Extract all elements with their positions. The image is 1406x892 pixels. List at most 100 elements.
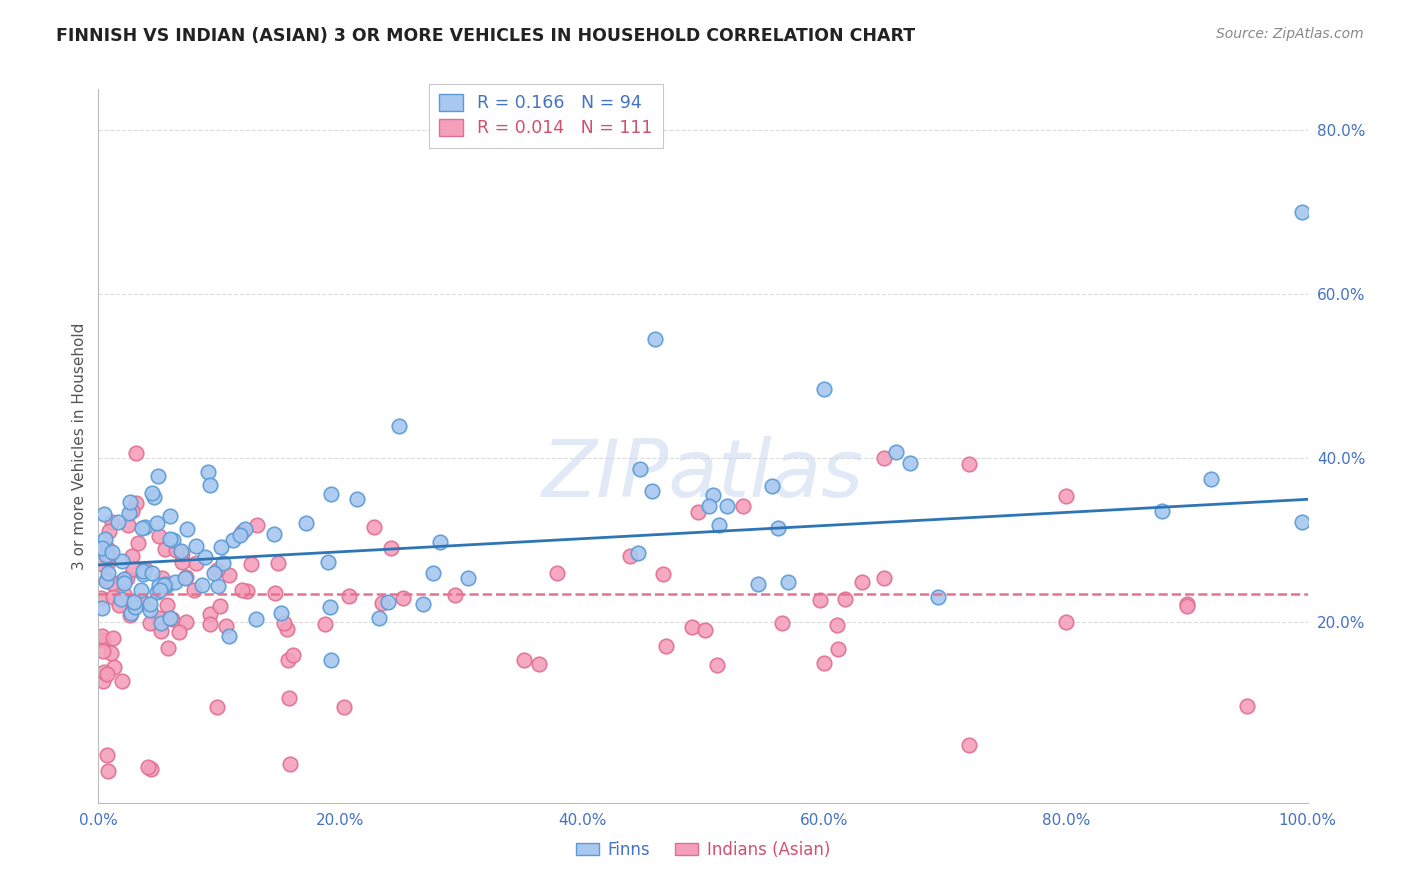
- Point: [91, 558, 114, 572]
- Point: [693, 623, 716, 637]
- Point: [626, 546, 648, 560]
- Point: [159, 610, 181, 624]
- Point: [145, 585, 167, 599]
- Point: [218, 568, 240, 582]
- Point: [176, 615, 198, 629]
- Point: [93, 673, 115, 688]
- Point: [388, 419, 411, 434]
- Point: [873, 571, 896, 585]
- Point: [644, 332, 666, 346]
- Point: [148, 611, 170, 625]
- Point: [884, 445, 907, 459]
- Point: [332, 699, 354, 714]
- Point: [111, 554, 134, 568]
- Point: [512, 653, 534, 667]
- Point: [169, 543, 191, 558]
- Point: [156, 598, 179, 612]
- Point: [264, 586, 287, 600]
- Point: [167, 625, 190, 640]
- Text: ZIPatlas: ZIPatlas: [541, 435, 865, 514]
- Point: [112, 587, 135, 601]
- Point: [127, 536, 149, 550]
- Point: [205, 700, 228, 714]
- Point: [277, 653, 299, 667]
- Point: [111, 673, 134, 688]
- Point: [183, 583, 205, 598]
- Point: [101, 545, 124, 559]
- Point: [131, 594, 153, 608]
- Text: FINNISH VS INDIAN (ASIAN) 3 OR MORE VEHICLES IN HOUSEHOLD CORRELATION CHART: FINNISH VS INDIAN (ASIAN) 3 OR MORE VEHI…: [56, 27, 915, 45]
- Point: [346, 491, 368, 506]
- Point: [827, 642, 849, 657]
- Point: [176, 522, 198, 536]
- Point: [174, 571, 197, 585]
- Point: [121, 549, 143, 564]
- Text: Source: ZipAtlas.com: Source: ZipAtlas.com: [1216, 27, 1364, 41]
- Point: [107, 515, 129, 529]
- Point: [209, 599, 232, 614]
- Point: [709, 518, 731, 533]
- Point: [148, 529, 170, 543]
- Point: [246, 518, 269, 533]
- Point: [91, 643, 114, 657]
- Point: [211, 557, 233, 571]
- Point: [825, 618, 848, 632]
- Point: [686, 505, 709, 519]
- Point: [172, 555, 194, 569]
- Point: [155, 579, 177, 593]
- Point: [1291, 515, 1313, 529]
- Point: [150, 624, 173, 639]
- Point: [124, 600, 146, 615]
- Point: [103, 660, 125, 674]
- Point: [957, 457, 980, 471]
- Point: [412, 597, 434, 611]
- Point: [146, 468, 169, 483]
- Point: [316, 555, 339, 569]
- Point: [927, 591, 949, 605]
- Point: [233, 522, 256, 536]
- Point: [139, 762, 162, 776]
- Point: [96, 572, 118, 586]
- Point: [314, 616, 336, 631]
- Point: [91, 541, 114, 555]
- Point: [218, 629, 240, 643]
- Point: [337, 590, 360, 604]
- Point: [129, 583, 152, 598]
- Point: [143, 490, 166, 504]
- Point: [391, 591, 413, 605]
- Point: [91, 629, 114, 643]
- Point: [132, 564, 155, 578]
- Point: [93, 665, 115, 679]
- Point: [716, 499, 738, 513]
- Point: [229, 528, 252, 542]
- Point: [131, 521, 153, 535]
- Point: [215, 619, 238, 633]
- Point: [278, 691, 301, 706]
- Point: [103, 632, 125, 646]
- Point: [1175, 599, 1198, 613]
- Point: [281, 648, 304, 662]
- Point: [813, 657, 835, 671]
- Point: [295, 516, 318, 531]
- Point: [266, 556, 288, 570]
- Point: [110, 591, 132, 606]
- Point: [363, 520, 385, 534]
- Point: [112, 576, 135, 591]
- Point: [191, 578, 214, 592]
- Point: [94, 532, 117, 546]
- Point: [96, 667, 118, 681]
- Point: [91, 633, 114, 648]
- Point: [770, 615, 793, 630]
- Point: [134, 562, 156, 576]
- Point: [118, 607, 141, 622]
- Point: [101, 590, 124, 604]
- Point: [194, 550, 217, 565]
- Point: [706, 657, 728, 672]
- Point: [747, 576, 769, 591]
- Point: [422, 566, 444, 581]
- Point: [270, 607, 292, 621]
- Point: [873, 451, 896, 466]
- Point: [136, 760, 159, 774]
- Point: [122, 562, 145, 576]
- Point: [808, 593, 831, 607]
